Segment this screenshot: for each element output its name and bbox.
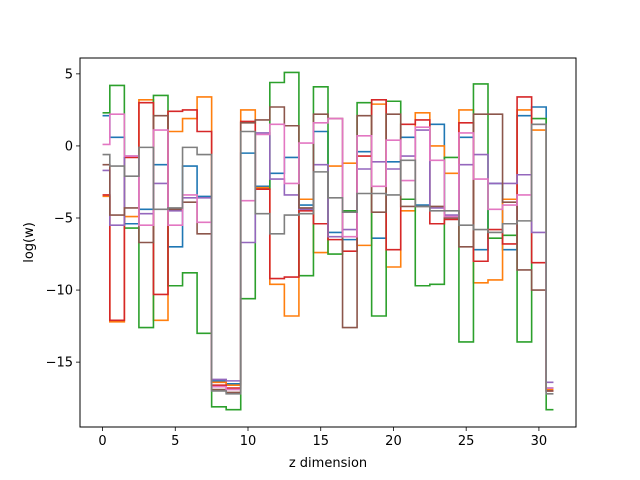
series-layer xyxy=(102,71,554,411)
series-line-8 xyxy=(102,123,554,395)
x-tick-label: 20 xyxy=(385,434,402,449)
y-tick-label: 5 xyxy=(65,67,73,82)
y-tick-label: −15 xyxy=(46,356,73,371)
axes-frame xyxy=(79,57,577,428)
x-axis-label: z dimension xyxy=(289,456,367,471)
y-tick-label: −10 xyxy=(46,284,73,299)
x-tick-label: 5 xyxy=(171,434,179,449)
y-axis-label: log(w) xyxy=(22,222,37,263)
x-tick-label: 15 xyxy=(312,434,329,449)
x-tick-label: 0 xyxy=(98,434,106,449)
series-line-7 xyxy=(102,113,554,391)
x-tick-label: 10 xyxy=(240,434,257,449)
x-axis: 0 5 10 15 20 25 30 xyxy=(98,427,547,449)
x-tick-label: 30 xyxy=(531,434,548,449)
y-tick-label: 0 xyxy=(65,139,73,154)
x-tick-label: 25 xyxy=(458,434,475,449)
y-tick-label: −5 xyxy=(54,211,73,226)
y-axis: −15 −10 −5 0 5 xyxy=(46,67,80,371)
